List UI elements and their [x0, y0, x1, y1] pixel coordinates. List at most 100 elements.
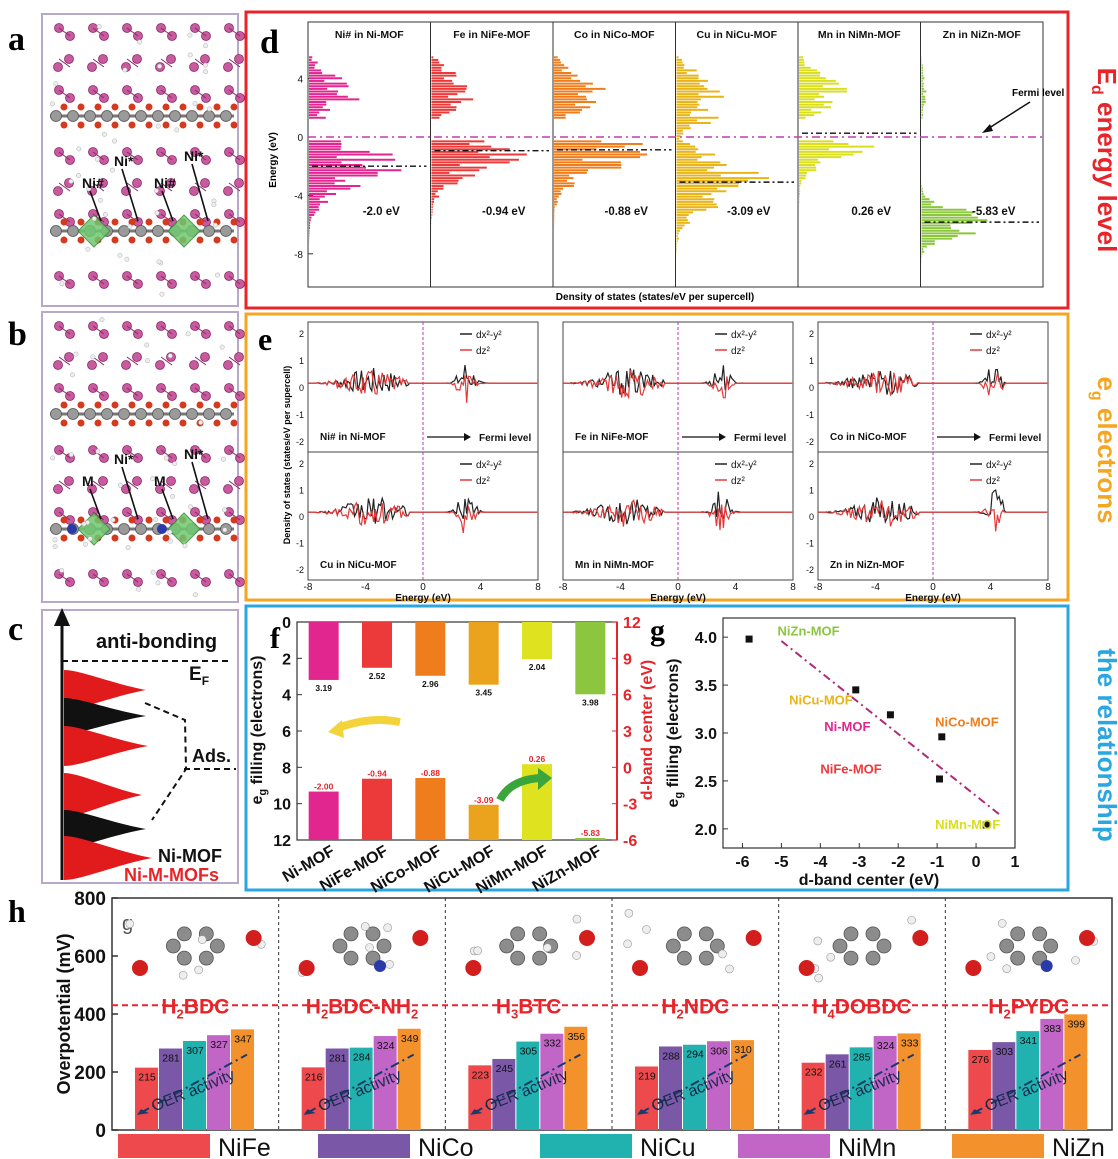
atom-label: M [82, 473, 94, 489]
left-tick-label: 12 [273, 833, 291, 850]
bar-value-label: 305 [520, 1046, 538, 1058]
oxygen-atom [196, 218, 204, 226]
hydrogen-atom [73, 351, 79, 357]
hydrogen-atom [473, 946, 482, 956]
carbon-atom [332, 938, 348, 954]
subplot-label: Zn in NiZn-MOF [830, 560, 904, 571]
overpotential-bar [1040, 1018, 1064, 1130]
linker-atom [189, 62, 199, 72]
oxygen-atom [145, 419, 153, 427]
carbon-atom [510, 926, 526, 942]
linker-bond [228, 58, 241, 68]
oxygen-atom [632, 960, 648, 976]
x-tick-label: -4 [616, 582, 625, 593]
hydrogen-atom [144, 358, 150, 364]
panel-d: d 4 0 -4 -8 Ni# in Ni-MOF -2.0 eV Fe in NiFe-M… [244, 10, 1070, 310]
oxygen-atom [179, 121, 187, 129]
carbon-atom [843, 950, 859, 966]
orbital-diagram [54, 608, 236, 880]
carbon-atom [676, 926, 692, 942]
linker-atom [53, 186, 63, 196]
hydrogen-atom [85, 246, 91, 252]
y-tick-label: -1 [806, 539, 814, 549]
oxygen-atom [145, 516, 153, 524]
fermi-level-text: Fermi level [479, 433, 531, 444]
linker-atom [64, 476, 74, 486]
fermi-arrow [982, 101, 1031, 133]
hydrogen-atom [167, 353, 173, 359]
hydrogen-atom [814, 973, 823, 983]
linker-atom [98, 476, 108, 486]
hydrogen-atom [623, 939, 632, 949]
oxygen-atom [145, 534, 153, 542]
bar-value-label: 324 [377, 1040, 395, 1052]
linker-bond [58, 213, 71, 223]
linker-bond [126, 573, 139, 583]
linker-bond [160, 58, 173, 68]
linker-atom [200, 352, 210, 362]
oxygen-atom [60, 218, 68, 226]
oxygen-atom [145, 401, 153, 409]
y-tick-label: 3.5 [695, 678, 717, 695]
oxygen-atom [196, 516, 204, 524]
hydrogen-atom [222, 527, 228, 533]
oxygen-atom [230, 401, 238, 409]
oxygen-atom [798, 960, 815, 976]
subplot-label: Co in NiCo-MOF [830, 432, 907, 443]
oxygen-atom [77, 121, 85, 129]
oxygen-atom [213, 419, 221, 427]
linker-bond [92, 182, 105, 192]
carbon-atom [510, 950, 526, 966]
data-point [938, 733, 946, 741]
hydrogen-atom [178, 970, 188, 980]
oer-activity-arrowhead [303, 1109, 316, 1115]
hydrogen-atom [170, 493, 176, 499]
linker-bond [126, 449, 139, 459]
legend-label: NiZn [1052, 1134, 1105, 1159]
linker-atom [64, 54, 74, 64]
carbon-atom [176, 926, 192, 942]
bar-value-label: 285 [853, 1051, 871, 1063]
oxygen-atom [132, 960, 148, 976]
panel-a: Ni* Ni* Ni# Ni# a [8, 13, 245, 307]
overpotential-bar [516, 1041, 540, 1130]
bar-value-label: 281 [329, 1053, 347, 1065]
hydrogen-atom [52, 537, 58, 543]
panel-fg-frame [244, 604, 1070, 892]
oxygen-atom [77, 401, 85, 409]
linker-atom [53, 360, 63, 370]
column-title: Zn in NiZn-MOF [943, 29, 1022, 41]
oxygen-atom [196, 534, 204, 542]
linker-atom [234, 54, 244, 64]
oxygen-atom [128, 516, 136, 524]
linker-bond [160, 387, 173, 397]
carbon-atom [343, 926, 359, 942]
hydrogen-atom [144, 342, 150, 348]
oxygen-atom [213, 121, 221, 129]
overpotential-bar [992, 1042, 1016, 1130]
hydrogen-atom [76, 173, 81, 178]
linker-bond [58, 449, 71, 459]
bar-value-label: 281 [162, 1053, 180, 1065]
bar-value-label: 215 [138, 1072, 156, 1084]
linker-atom [189, 186, 199, 196]
d-band-center-bar [575, 837, 606, 840]
y-tick-label: 4.0 [695, 630, 717, 647]
chart-g: -6 -5 -4 -3 -2 -1 0 1 4.0 3.5 3.0 2.5 2.0 NiZn-MOF NiC… [665, 617, 1020, 889]
bar-value-label: 232 [805, 1067, 823, 1079]
linker-bond [126, 182, 139, 192]
linker-bond [194, 27, 207, 37]
point-label: NiMn-MOF [935, 817, 1000, 832]
hydrogen-atom [59, 281, 65, 287]
oxygen-atom [111, 401, 119, 409]
linker-bond [126, 387, 139, 397]
panel-letter-a: a [8, 21, 25, 58]
linker-atom [189, 360, 199, 370]
atom-label: Ni* [184, 446, 204, 462]
metal-atom [50, 110, 62, 122]
metal-atom [50, 225, 62, 237]
linker-atom [132, 178, 142, 188]
linker-atom [87, 360, 97, 370]
x-tick-label: -3 [852, 854, 866, 871]
